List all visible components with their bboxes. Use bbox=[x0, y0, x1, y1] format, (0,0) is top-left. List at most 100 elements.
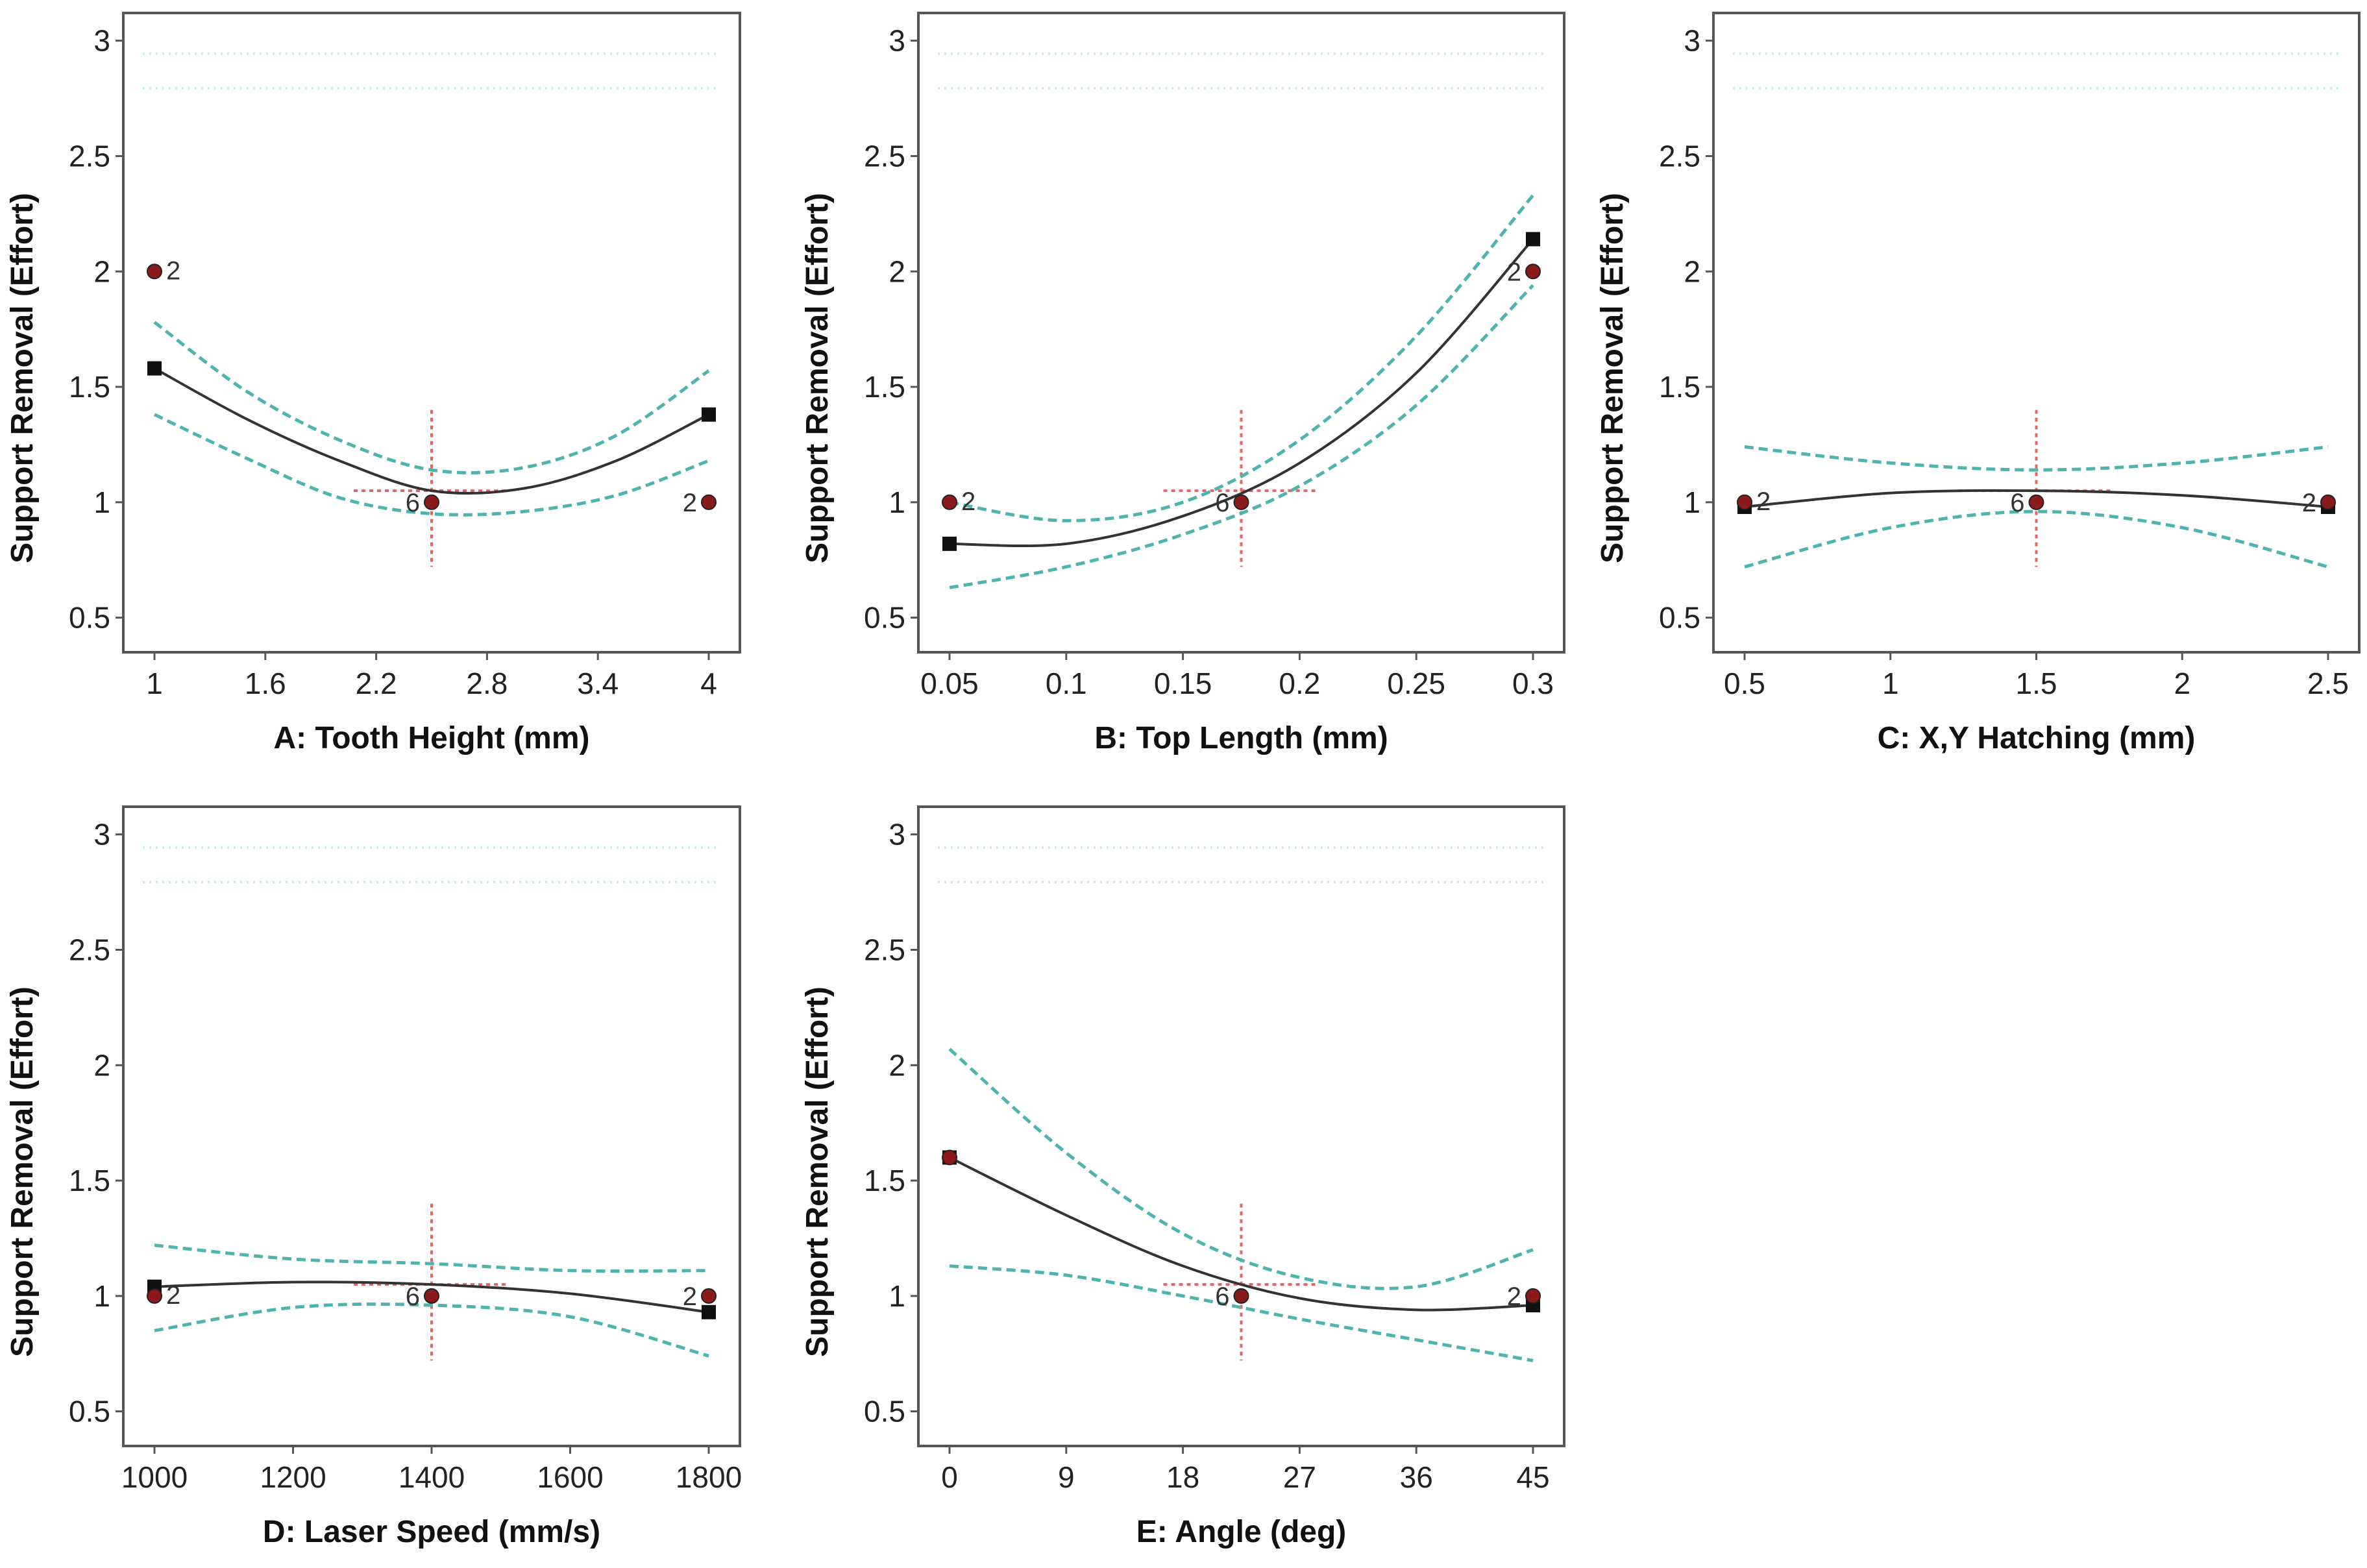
x-tick-label: 1600 bbox=[537, 1460, 603, 1494]
design-point bbox=[147, 1288, 162, 1304]
x-tick-label: 1.5 bbox=[2016, 667, 2057, 700]
x-tick-label: 0.25 bbox=[1387, 667, 1445, 700]
x-tick-label: 1200 bbox=[260, 1460, 326, 1494]
x-tick-label: 0.2 bbox=[1279, 667, 1320, 700]
y-tick-label: 2 bbox=[889, 1048, 905, 1082]
y-tick-label: 3 bbox=[889, 818, 905, 851]
y-tick-label: 2 bbox=[93, 254, 110, 288]
lower-ci-line bbox=[153, 413, 709, 517]
design-point bbox=[701, 1288, 717, 1304]
chart-panel-e: 0.5 1 1.5 2 2.5 3 0 9 18 27 36 45 E: Angle (deg) Supp… bbox=[800, 805, 1565, 1549]
design-point-count-label: 2 bbox=[961, 487, 975, 516]
design-point-count-label: 6 bbox=[2010, 489, 2024, 517]
design-point bbox=[942, 494, 957, 510]
design-point-count-label: 2 bbox=[1507, 1282, 1521, 1311]
x-axis-title: C: X,Y Hatching (mm) bbox=[1878, 721, 2196, 755]
x-tick-label: 2.5 bbox=[2307, 667, 2349, 700]
prediction-line bbox=[154, 367, 709, 495]
upper-ci-line bbox=[949, 194, 1534, 522]
y-tick-label: 3 bbox=[93, 24, 110, 58]
y-tick-label: 2 bbox=[1684, 254, 1700, 288]
x-axis-title: B: Top Length (mm) bbox=[1094, 721, 1388, 755]
x-tick-label: 2 bbox=[2174, 667, 2190, 700]
prediction-line bbox=[949, 1156, 1534, 1312]
y-axis-title: Support Removal (Effort) bbox=[800, 193, 835, 563]
y-axis-title: Support Removal (Effort) bbox=[5, 986, 40, 1357]
design-point bbox=[2028, 494, 2044, 510]
design-point bbox=[701, 494, 717, 510]
design-point-count-label: 2 bbox=[683, 489, 697, 517]
y-tick-label: 1.5 bbox=[69, 370, 110, 404]
x-tick-label: 2.8 bbox=[466, 667, 508, 700]
x-axis-title: E: Angle (deg) bbox=[1136, 1515, 1347, 1549]
x-tick-label: 1000 bbox=[121, 1460, 188, 1494]
prediction-endpoint-marker bbox=[942, 536, 957, 551]
y-tick-label: 2.5 bbox=[864, 933, 905, 966]
x-tick-label: 1.6 bbox=[245, 667, 286, 700]
y-tick-label: 1.5 bbox=[1659, 370, 1700, 404]
x-tick-label: 1 bbox=[146, 667, 163, 700]
prediction-endpoint-marker bbox=[1526, 232, 1540, 247]
x-tick-label: 45 bbox=[1516, 1460, 1549, 1494]
x-tick-label: 1 bbox=[1882, 667, 1899, 700]
design-point bbox=[1525, 1288, 1541, 1304]
design-point-count-label: 2 bbox=[683, 1282, 697, 1311]
y-tick-label: 0.5 bbox=[69, 601, 110, 635]
chart-panel-d: 0.5 1 1.5 2 2.5 3 1000 1200 1400 1600 1800 D: Laser… bbox=[5, 805, 742, 1549]
x-tick-label: 36 bbox=[1400, 1460, 1433, 1494]
y-axis-title: Support Removal (Effort) bbox=[5, 193, 40, 563]
y-tick-label: 1 bbox=[1684, 485, 1700, 519]
prediction-endpoint-marker bbox=[702, 1305, 716, 1319]
y-tick-label: 1 bbox=[93, 485, 110, 519]
prediction-line bbox=[949, 238, 1534, 548]
design-point-count-label: 6 bbox=[1215, 1282, 1229, 1311]
prediction-line bbox=[154, 1280, 709, 1314]
y-tick-label: 1.5 bbox=[69, 1164, 110, 1197]
design-point bbox=[424, 494, 439, 510]
design-point-count-label: 2 bbox=[1756, 487, 1771, 516]
y-tick-label: 1.5 bbox=[864, 370, 905, 404]
x-tick-label: 2.2 bbox=[356, 667, 397, 700]
design-point bbox=[1233, 1288, 1249, 1304]
lower-ci-line bbox=[949, 284, 1534, 589]
design-point bbox=[147, 263, 162, 280]
design-point bbox=[1233, 494, 1249, 510]
y-tick-label: 1.5 bbox=[864, 1164, 905, 1197]
upper-ci-line bbox=[153, 321, 710, 474]
x-tick-label: 3.4 bbox=[577, 667, 619, 700]
y-tick-label: 3 bbox=[1684, 24, 1700, 58]
design-point bbox=[2320, 494, 2336, 510]
chart-panel-c: 0.5 1 1.5 2 2.5 3 0.5 1 1.5 2 2.5 C: X,Y Hatching (… bbox=[1595, 12, 2361, 755]
y-tick-label: 2.5 bbox=[69, 139, 110, 173]
y-tick-label: 0.5 bbox=[864, 601, 905, 635]
x-tick-label: 1800 bbox=[676, 1460, 742, 1494]
design-point bbox=[1737, 494, 1752, 510]
plot-frame bbox=[917, 12, 1565, 654]
chart-panel-a: 0.5 1 1.5 2 2.5 3 1 1.6 2.2 2.8 3.4 4 A: Tooth Heigh… bbox=[5, 12, 741, 755]
design-point bbox=[942, 1149, 957, 1166]
prediction-endpoint-marker bbox=[702, 407, 716, 422]
y-tick-label: 3 bbox=[93, 818, 110, 851]
x-tick-label: 0 bbox=[941, 1460, 958, 1494]
y-axis-title: Support Removal (Effort) bbox=[800, 986, 835, 1357]
x-tick-label: 0.1 bbox=[1046, 667, 1087, 700]
x-tick-label: 27 bbox=[1283, 1460, 1316, 1494]
x-tick-label: 0.3 bbox=[1512, 667, 1554, 700]
y-tick-label: 1 bbox=[889, 485, 905, 519]
design-point-count-label: 2 bbox=[166, 256, 180, 285]
upper-ci-line bbox=[154, 1243, 709, 1273]
x-axis-title: A: Tooth Height (mm) bbox=[273, 721, 589, 755]
lower-ci-line bbox=[949, 1264, 1534, 1362]
design-point-count-label: 6 bbox=[406, 489, 420, 517]
y-tick-label: 2 bbox=[93, 1048, 110, 1082]
design-point bbox=[424, 1288, 439, 1304]
plot-frame bbox=[917, 805, 1565, 1447]
y-tick-label: 0.5 bbox=[69, 1395, 110, 1428]
x-tick-label: 1400 bbox=[399, 1460, 465, 1494]
design-point-count-label: 2 bbox=[1507, 258, 1521, 286]
x-tick-label: 0.05 bbox=[920, 667, 979, 700]
prediction-line bbox=[1744, 489, 2329, 508]
y-tick-label: 2 bbox=[889, 254, 905, 288]
x-tick-label: 0.15 bbox=[1154, 667, 1212, 700]
x-tick-label: 9 bbox=[1058, 1460, 1075, 1494]
